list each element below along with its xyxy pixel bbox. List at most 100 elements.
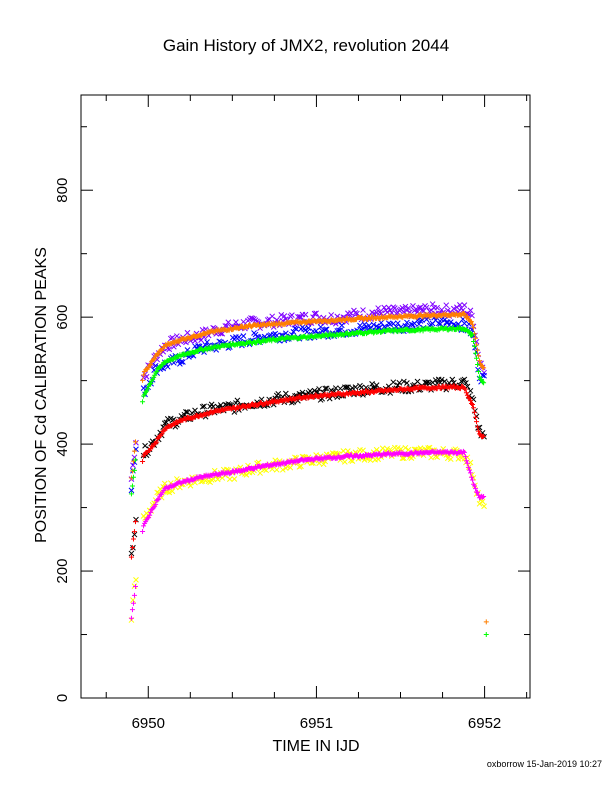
data-point [352, 309, 359, 316]
data-point [180, 359, 186, 365]
data-point [470, 325, 476, 331]
data-point [402, 303, 409, 310]
data-point [375, 456, 382, 463]
data-point [472, 409, 478, 415]
data-point [320, 461, 327, 468]
data-point [143, 389, 149, 395]
data-point [161, 428, 167, 434]
data-point [141, 372, 147, 378]
data-point [375, 305, 382, 311]
data-point [391, 305, 398, 311]
data-point [423, 304, 430, 311]
data-point [278, 312, 285, 318]
data-point [317, 324, 324, 330]
chart-title: Gain History of JMX2, revolution 2044 [162, 36, 450, 55]
data-point [140, 399, 146, 405]
data-point [225, 319, 232, 326]
data-point [435, 320, 442, 327]
data-point [183, 408, 189, 415]
data-point [481, 380, 487, 386]
data-point [473, 350, 479, 356]
data-point [140, 459, 146, 465]
data-point [469, 332, 475, 338]
data-point [468, 474, 474, 480]
data-point [463, 390, 469, 396]
data-point [187, 482, 194, 489]
data-point [473, 414, 479, 420]
data-point [296, 463, 303, 470]
data-point [147, 362, 153, 368]
data-point [204, 339, 210, 345]
data-point [198, 478, 204, 485]
data-point [298, 463, 304, 470]
data-point [132, 584, 138, 590]
data-point [132, 457, 138, 463]
data-point [155, 497, 161, 503]
data-point [467, 398, 473, 404]
data-point [467, 307, 474, 314]
data-point [480, 364, 486, 370]
plot-frame [80, 94, 531, 699]
data-point [474, 355, 480, 361]
data-point [156, 351, 162, 357]
data-point [273, 466, 280, 473]
data-point [249, 315, 256, 322]
data-point [449, 376, 456, 383]
data-point [282, 390, 289, 397]
data-point [480, 379, 486, 385]
data-point [313, 310, 319, 317]
y-tick-label: 0 [54, 694, 71, 702]
data-point [169, 334, 176, 341]
data-point [319, 328, 326, 334]
data-point [469, 477, 475, 483]
data-point [345, 448, 351, 454]
data-point [322, 326, 329, 333]
y-tick-label: 600 [54, 305, 71, 330]
data-point [178, 359, 185, 365]
data-point [148, 361, 154, 367]
data-point [340, 448, 347, 454]
data-point [370, 321, 377, 328]
data-point [469, 312, 475, 319]
data-point [201, 403, 207, 410]
data-point [130, 600, 136, 606]
data-point [156, 496, 162, 502]
data-point [154, 369, 160, 375]
data-point [131, 592, 137, 598]
data-point [405, 305, 412, 311]
data-point [142, 442, 148, 449]
data-point [472, 343, 478, 349]
data-point [483, 632, 489, 638]
data-point [131, 529, 137, 535]
data-point [461, 302, 468, 308]
data-point [169, 488, 176, 495]
data-point [460, 448, 466, 454]
data-point [129, 607, 135, 613]
x-tick-label: 6952 [468, 715, 501, 732]
data-point [147, 381, 153, 387]
data-point [367, 457, 374, 464]
data-point [128, 487, 135, 494]
data-point [434, 454, 441, 460]
data-point [299, 389, 306, 396]
data-point [328, 312, 335, 318]
data-point [184, 329, 191, 336]
data-point [447, 456, 454, 463]
data-point [240, 333, 247, 339]
data-point [434, 304, 441, 311]
data-point [148, 380, 154, 386]
data-point [304, 329, 310, 335]
data-point [279, 466, 286, 473]
data-point [153, 440, 159, 446]
data-point [146, 515, 152, 521]
data-point [128, 554, 134, 560]
data-point [316, 386, 322, 392]
data-point [293, 326, 300, 332]
data-point [401, 378, 407, 385]
data-point [477, 431, 483, 437]
data-point [255, 459, 262, 466]
data-point [385, 304, 392, 311]
data-point [461, 449, 467, 455]
data-point [480, 494, 486, 500]
data-point [131, 467, 137, 473]
